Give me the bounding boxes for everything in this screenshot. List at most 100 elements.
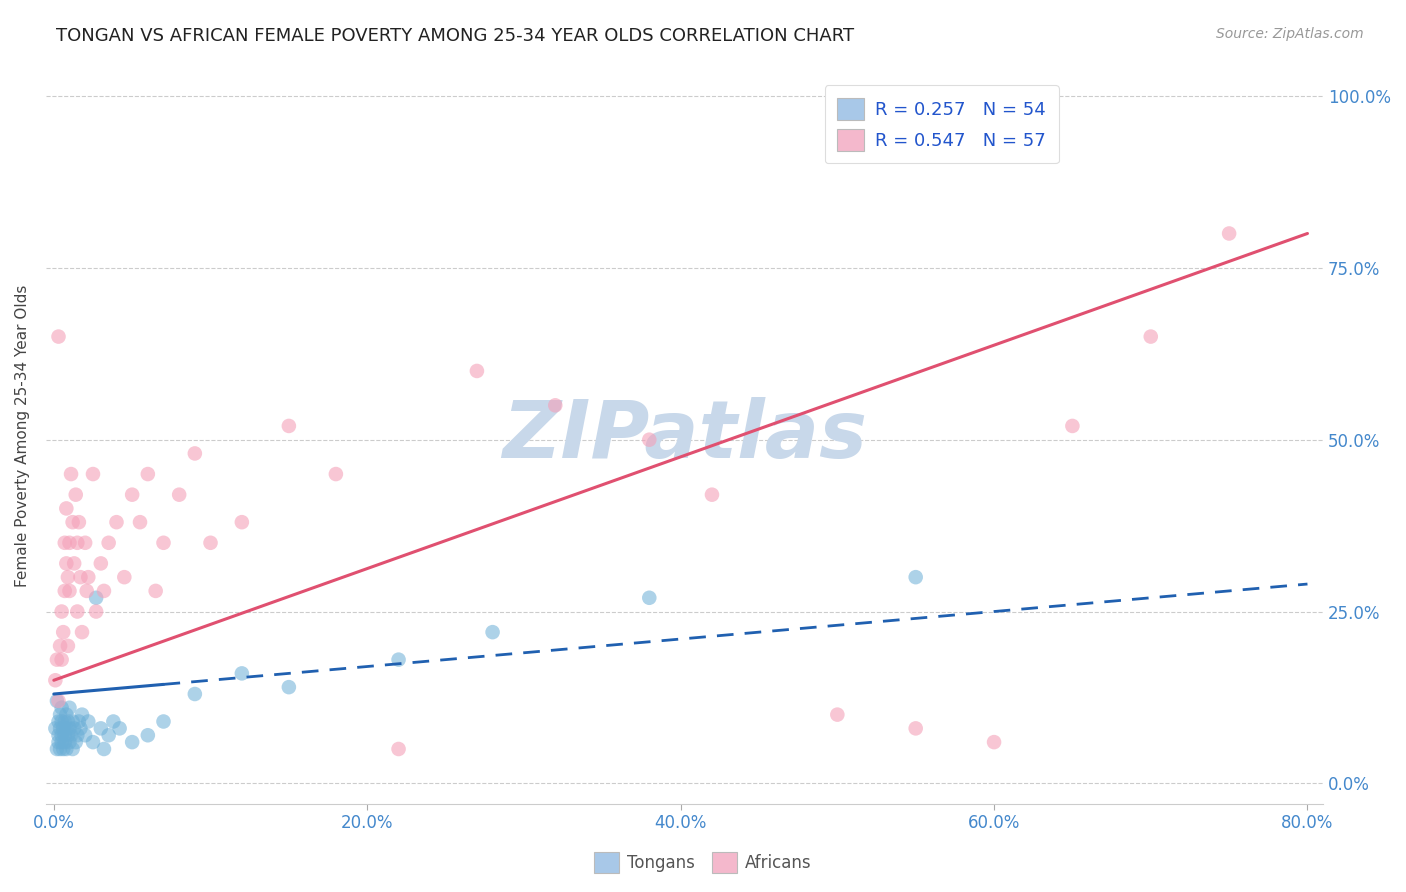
Point — [62, 742, 84, 756]
Point — [544, 398, 567, 412]
Point — [67, 714, 90, 729]
Point — [51, 714, 73, 729]
Point — [103, 714, 125, 729]
Point — [136, 467, 159, 481]
Point — [49, 639, 72, 653]
Point — [121, 488, 143, 502]
Point — [77, 714, 100, 729]
Point — [277, 419, 299, 434]
Point — [55, 501, 77, 516]
Point — [58, 536, 80, 550]
Point — [277, 680, 299, 694]
Point — [904, 570, 927, 584]
Point — [55, 557, 77, 571]
Point — [53, 728, 76, 742]
Point — [67, 515, 90, 529]
Point — [66, 536, 89, 550]
Point — [69, 570, 91, 584]
Point — [44, 722, 66, 736]
Point — [48, 329, 70, 343]
Point — [48, 728, 70, 742]
Point — [152, 714, 174, 729]
Point — [700, 488, 723, 502]
Point — [51, 728, 73, 742]
Point — [93, 742, 115, 756]
Point — [387, 653, 409, 667]
Text: ZIPatlas: ZIPatlas — [502, 397, 868, 475]
Point — [75, 536, 97, 550]
Point — [48, 735, 70, 749]
Point — [58, 583, 80, 598]
Point — [63, 722, 86, 736]
Point — [51, 735, 73, 749]
Point — [90, 557, 112, 571]
Point — [53, 536, 76, 550]
Point — [97, 536, 120, 550]
Point — [82, 735, 104, 749]
Point — [983, 735, 1005, 749]
Point — [1062, 419, 1084, 434]
Point — [52, 625, 75, 640]
Point — [84, 591, 107, 605]
Point — [325, 467, 347, 481]
Point — [62, 515, 84, 529]
Point — [70, 707, 93, 722]
Point — [58, 722, 80, 736]
Point — [56, 714, 79, 729]
Point — [387, 742, 409, 756]
Point — [63, 557, 86, 571]
Point — [56, 728, 79, 742]
Point — [481, 625, 503, 640]
Point — [49, 722, 72, 736]
Point — [45, 742, 67, 756]
Point — [53, 714, 76, 729]
Point — [45, 653, 67, 667]
Point — [465, 364, 488, 378]
Point — [58, 735, 80, 749]
Legend: R = 0.257   N = 54, R = 0.547   N = 57: R = 0.257 N = 54, R = 0.547 N = 57 — [825, 85, 1059, 163]
Point — [51, 700, 73, 714]
Point — [84, 605, 107, 619]
Point — [200, 536, 222, 550]
Point — [70, 625, 93, 640]
Point — [53, 735, 76, 749]
Point — [105, 515, 128, 529]
Point — [65, 488, 87, 502]
Point — [638, 433, 661, 447]
Text: Source: ZipAtlas.com: Source: ZipAtlas.com — [1216, 27, 1364, 41]
Point — [827, 707, 849, 722]
Point — [108, 722, 131, 736]
Point — [69, 722, 91, 736]
Point — [45, 694, 67, 708]
Point — [58, 700, 80, 714]
Point — [48, 714, 70, 729]
Point — [49, 707, 72, 722]
Point — [56, 639, 79, 653]
Y-axis label: Female Poverty Among 25-34 Year Olds: Female Poverty Among 25-34 Year Olds — [15, 285, 30, 588]
Point — [152, 536, 174, 550]
Point — [638, 591, 661, 605]
Point — [112, 570, 135, 584]
Point — [65, 735, 87, 749]
Point — [145, 583, 167, 598]
Point — [93, 583, 115, 598]
Point — [129, 515, 152, 529]
Point — [51, 653, 73, 667]
Point — [1218, 227, 1240, 241]
Point — [62, 714, 84, 729]
Point — [184, 446, 207, 460]
Point — [97, 728, 120, 742]
Point — [52, 722, 75, 736]
Point — [136, 728, 159, 742]
Legend: Tongans, Africans: Tongans, Africans — [588, 846, 818, 880]
Point — [60, 467, 83, 481]
Point — [66, 728, 89, 742]
Point — [90, 722, 112, 736]
Point — [121, 735, 143, 749]
Point — [53, 583, 76, 598]
Point — [55, 722, 77, 736]
Point — [231, 515, 253, 529]
Point — [52, 742, 75, 756]
Point — [75, 728, 97, 742]
Point — [49, 742, 72, 756]
